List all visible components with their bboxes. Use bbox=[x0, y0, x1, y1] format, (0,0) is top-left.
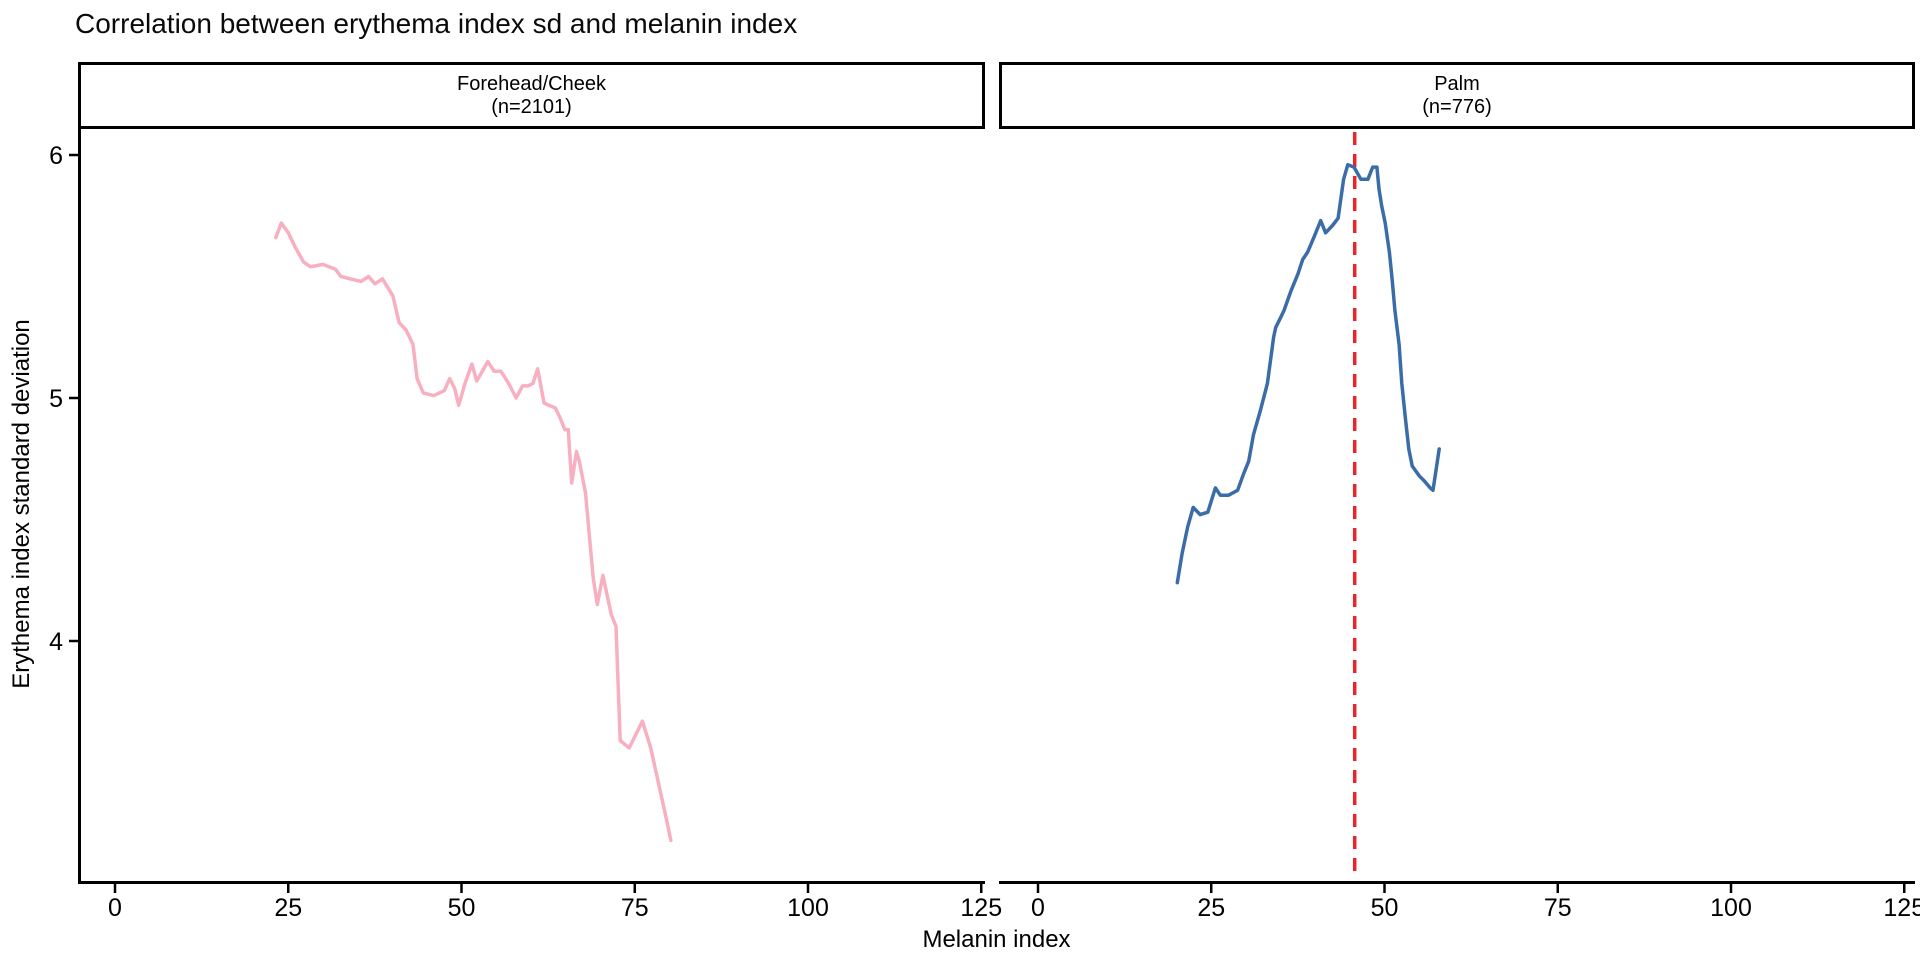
x-tick-label: 50 bbox=[448, 894, 476, 922]
x-tick-label: 75 bbox=[1544, 894, 1572, 922]
facet-strip-forehead-cheek: Forehead/Cheek (n=2101) bbox=[78, 62, 985, 129]
facet-sublabel: (n=2101) bbox=[491, 95, 572, 118]
x-tick-label: 125 bbox=[960, 894, 1002, 922]
x-tick-label: 25 bbox=[1197, 894, 1225, 922]
facet-label: Forehead/Cheek bbox=[457, 72, 606, 95]
facet-label: Palm bbox=[1434, 72, 1480, 95]
x-tick-label: 100 bbox=[787, 894, 829, 922]
x-tick-label: 50 bbox=[1371, 894, 1399, 922]
x-axis-title: Melanin index bbox=[922, 926, 1071, 953]
x-tick-label: 100 bbox=[1710, 894, 1752, 922]
x-tick-label: 25 bbox=[274, 894, 302, 922]
x-tick-label: 125 bbox=[1883, 894, 1920, 922]
y-tick-label: 5 bbox=[49, 385, 63, 413]
x-tick-label: 75 bbox=[621, 894, 649, 922]
facet-strip-palm: Palm (n=776) bbox=[999, 62, 1915, 129]
y-tick-label: 6 bbox=[49, 142, 63, 170]
x-tick-label: 0 bbox=[1031, 894, 1045, 922]
y-tick-label: 4 bbox=[49, 628, 63, 656]
chart-title: Correlation between erythema index sd an… bbox=[75, 8, 798, 39]
series-line-forehead-cheek bbox=[274, 221, 673, 843]
facet-sublabel: (n=776) bbox=[1422, 95, 1492, 118]
y-axis-title: Erythema index standard deviation bbox=[8, 319, 35, 689]
series-line-palm bbox=[1175, 162, 1441, 585]
x-tick-label: 0 bbox=[108, 894, 122, 922]
